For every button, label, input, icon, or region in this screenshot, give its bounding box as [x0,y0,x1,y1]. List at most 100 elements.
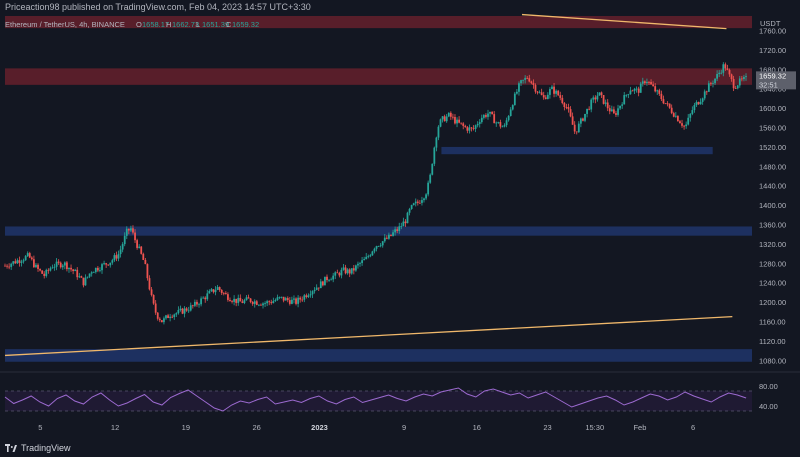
candle-body-345 [716,73,719,79]
candle-body-132 [276,297,279,301]
candle-body-60 [127,228,130,231]
candle-body-286 [594,97,597,100]
candle-body-301 [625,94,628,96]
candle-body-146 [305,295,308,298]
candle-body-359 [745,76,747,78]
candle-body-255 [530,81,533,83]
candle-body-217 [452,116,454,118]
candle-body-239 [497,122,500,123]
candle-body-155 [324,276,326,286]
candle-body-245 [509,109,512,117]
candle-body-85 [179,308,182,310]
candle-body-104 [218,287,221,290]
candle-body-118 [247,297,250,299]
candle-body-125 [262,303,264,306]
candle-body-262 [544,97,547,99]
candle-body-133 [278,296,281,298]
candle-body-101 [212,289,215,293]
candle-body-61 [130,228,132,231]
y-tick-10: 1360.00 [759,221,786,230]
candle-body-69 [146,264,149,279]
candle-body-271 [563,103,566,108]
tradingview-footer[interactable]: TradingView [5,443,71,453]
candle-body-158 [330,279,333,281]
candle-body-354 [734,88,737,89]
candle-body-72 [152,294,155,304]
candle-body-168 [350,268,353,274]
candle-body-348 [722,64,725,73]
candle-body-3 [10,263,13,267]
candle-body-351 [728,69,731,75]
candle-body-282 [586,108,588,114]
candle-body-231 [480,117,483,123]
candle-body-346 [718,72,721,74]
candle-body-24 [53,266,56,268]
candle-body-73 [154,303,157,313]
candle-body-19 [43,273,46,276]
candle-body-307 [637,88,640,93]
candle-body-220 [458,119,460,123]
candle-body-0 [4,265,6,267]
candle-body-27 [59,262,62,268]
candle-body-151 [315,287,318,290]
candle-body-99 [208,290,211,294]
candle-body-93 [196,301,198,305]
candle-body-96 [202,297,205,299]
candle-body-95 [200,298,202,305]
candle-body-198 [412,203,415,206]
candle-body-1 [6,265,8,267]
candle-body-338 [701,98,704,102]
candle-body-142 [297,297,299,304]
candle-body-285 [592,97,595,100]
candle-body-75 [158,318,161,321]
candle-body-219 [456,119,458,124]
candle-body-156 [326,276,328,281]
candle-body-336 [697,102,700,105]
candle-body-58 [123,235,126,245]
candle-body-296 [615,113,617,115]
candle-body-90 [189,305,192,311]
candle-body-332 [689,113,692,118]
candle-body-254 [528,78,531,82]
candle-body-145 [303,295,306,300]
candle-body-248 [515,91,518,94]
rsi-tick-0: 80.00 [759,382,778,391]
candle-body-111 [233,298,236,302]
candle-body-337 [699,101,702,105]
y-tick-13: 1240.00 [759,279,786,288]
candle-body-38 [82,277,85,286]
y-tick-11: 1320.00 [759,240,786,249]
ohlc-h-label: H [166,20,171,29]
candle-body-39 [84,277,87,286]
candle-body-186 [388,234,390,239]
zones-layer [5,16,752,362]
trendline-0 [521,13,727,30]
candle-body-226 [470,127,473,129]
candle-body-134 [280,296,283,298]
candle-body-25 [55,261,58,267]
candle-body-353 [732,78,735,89]
rsi-pane: 80.00 40.00 [0,371,800,412]
candle-body-83 [175,313,178,315]
y-tick-15: 1160.00 [759,318,786,327]
candle-body-256 [532,82,535,86]
candle-body-194 [404,221,407,224]
candle-body-293 [608,108,611,112]
candle-body-209 [435,137,438,148]
candle-body-45 [96,267,99,271]
candle-body-258 [536,91,539,93]
candle-body-340 [705,91,708,93]
candle-body-40 [86,276,89,278]
candle-body-179 [373,248,376,252]
candle-body-42 [90,272,93,274]
candle-body-51 [109,262,112,266]
candle-body-213 [443,116,446,122]
candle-body-114 [239,297,242,302]
ohlc-o-label: O [136,20,142,29]
candle-body-315 [654,86,657,92]
candle-body-243 [505,120,508,126]
candle-body-120 [251,301,254,304]
time-axis: 5 12 19 26 2023 9 16 23 15:30 Feb 6 [38,423,695,432]
candle-body-84 [177,309,180,314]
